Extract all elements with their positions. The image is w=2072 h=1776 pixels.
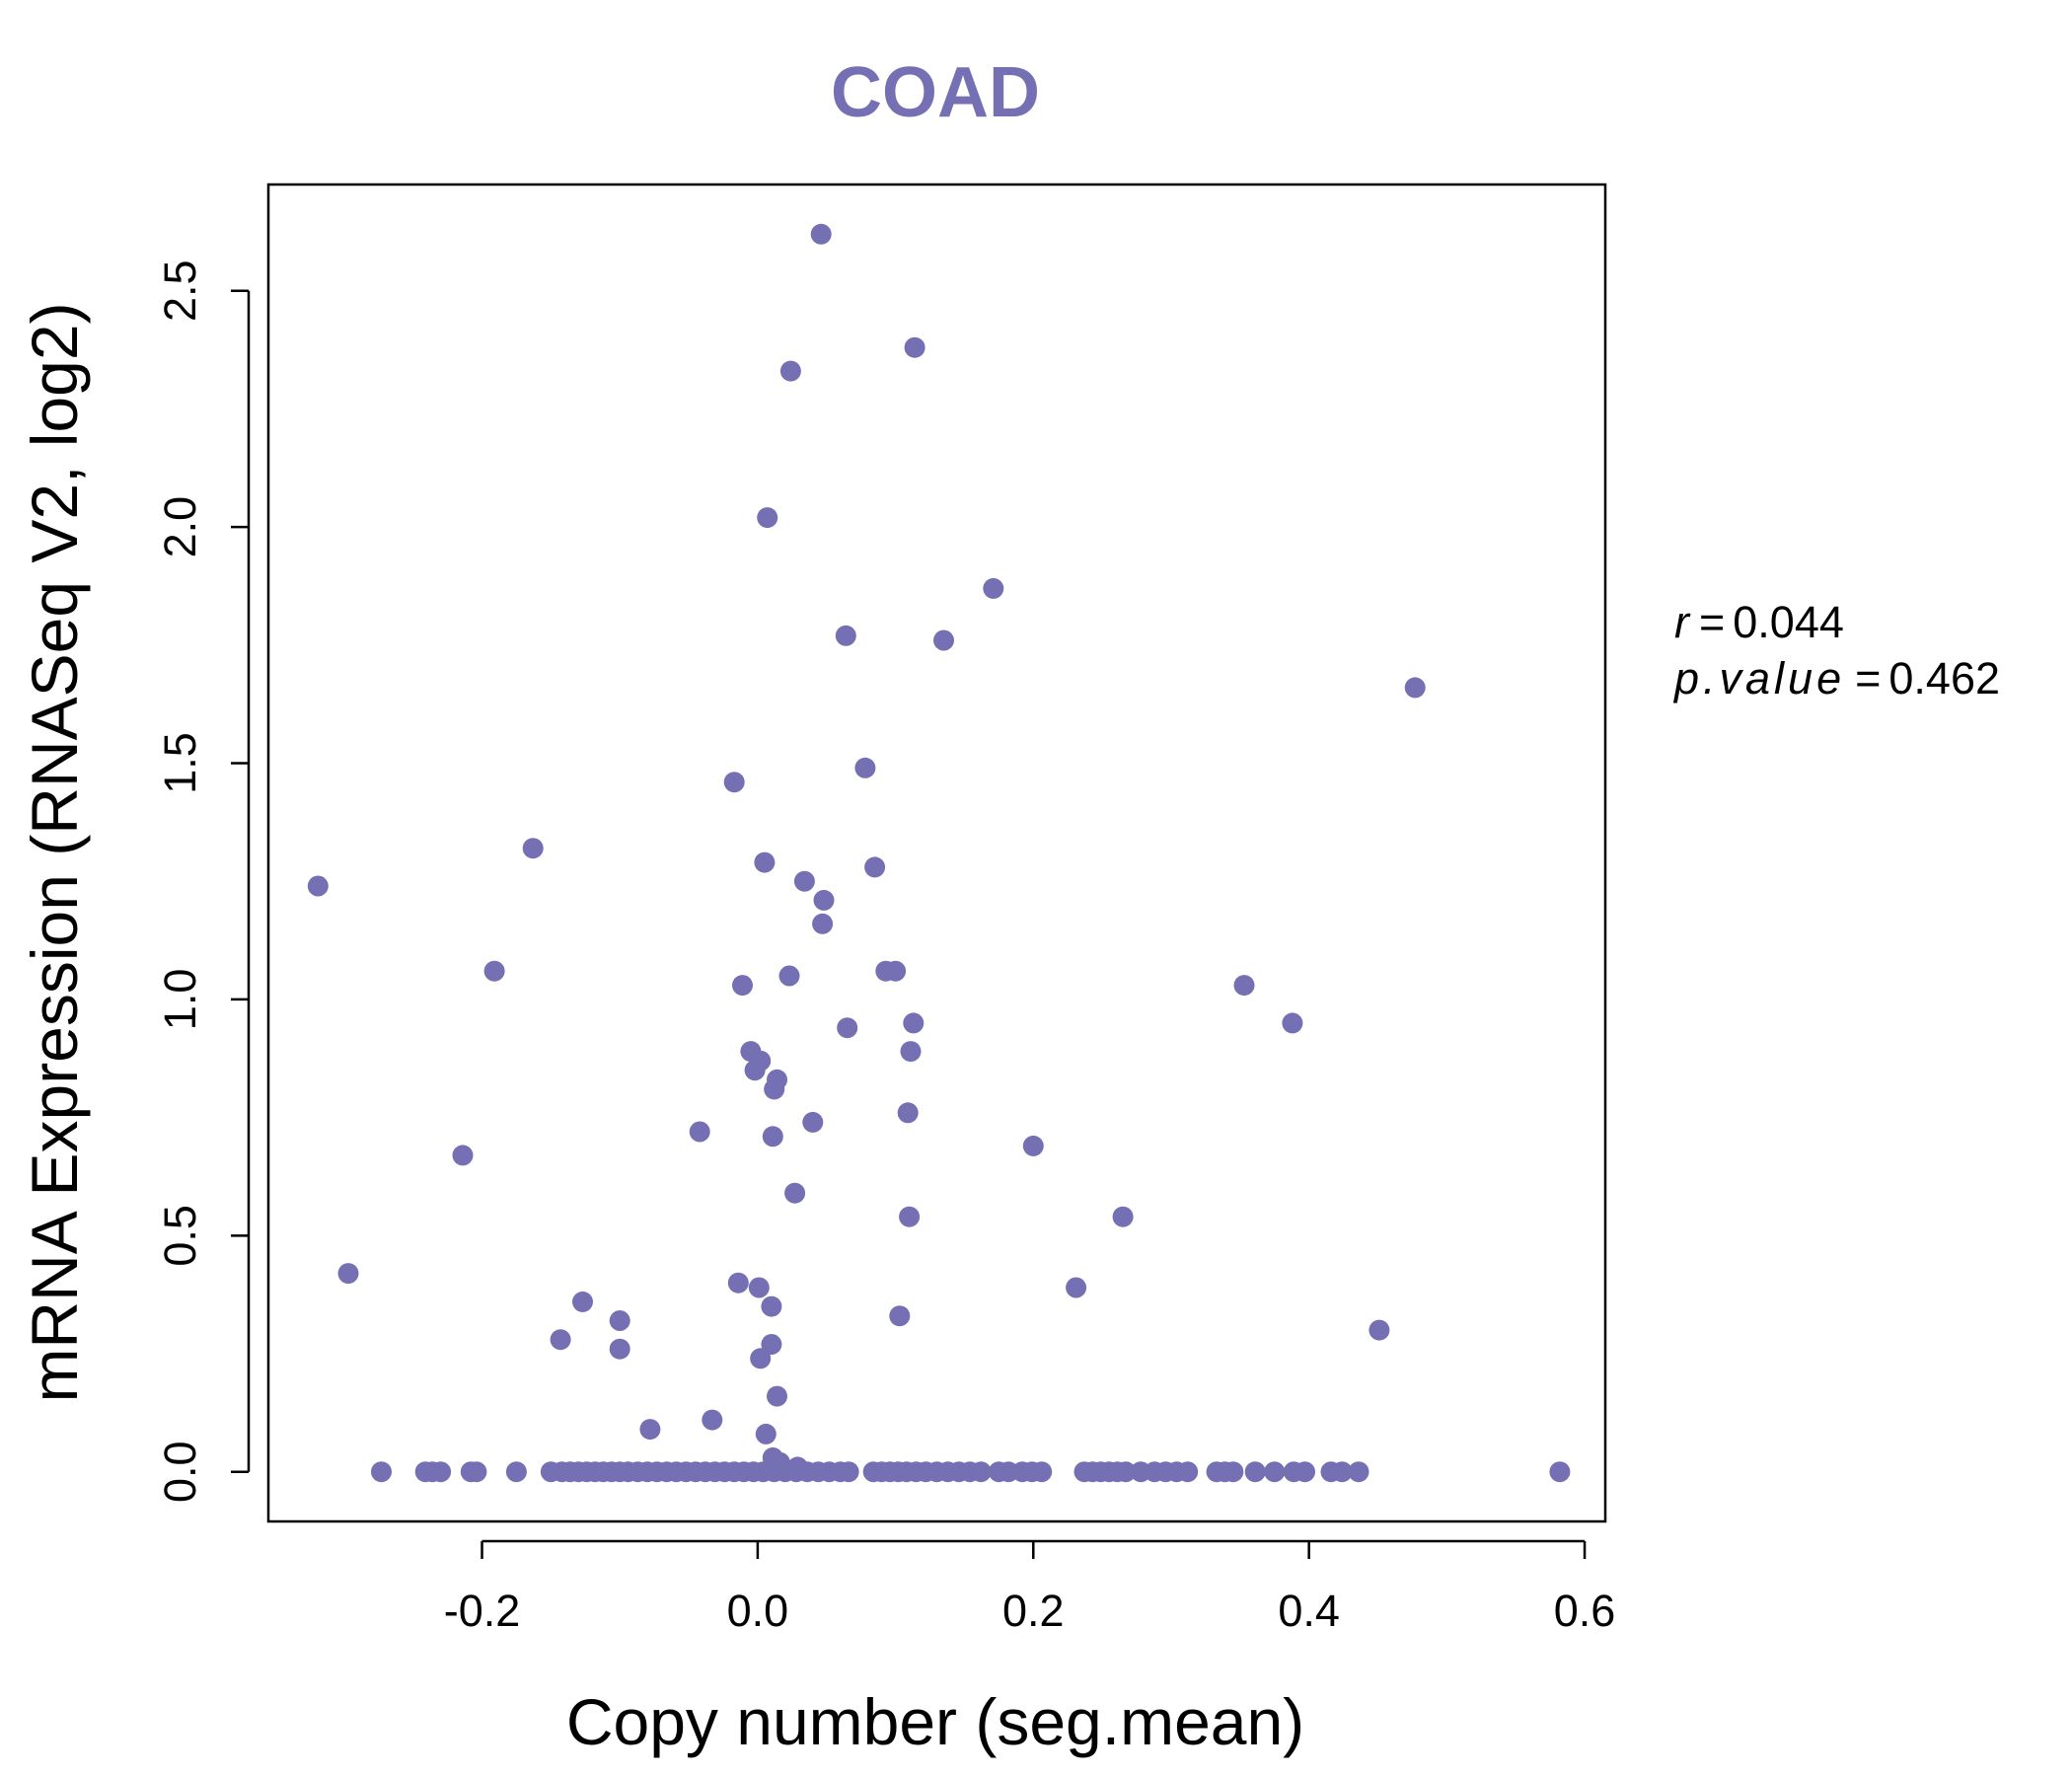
data-point <box>522 838 544 859</box>
data-point <box>757 507 778 529</box>
data-point <box>754 851 776 873</box>
data-point <box>337 1263 359 1285</box>
r-label: r <box>1674 597 1691 647</box>
data-point <box>1264 1461 1286 1483</box>
data-point <box>764 1078 785 1100</box>
data-point <box>550 1329 571 1351</box>
data-point <box>1295 1461 1315 1483</box>
data-point <box>1222 1461 1244 1483</box>
data-point <box>793 870 815 892</box>
data-point <box>864 856 886 878</box>
x-axis: -0.2 0.0 0.2 0.4 0.6 <box>444 1539 1616 1636</box>
data-point <box>813 889 835 911</box>
data-point <box>505 1461 527 1483</box>
y-tick-label: 1.5 <box>155 732 205 794</box>
data-point <box>900 1041 922 1063</box>
data-point <box>1549 1461 1571 1483</box>
r-statistic: r = 0.044 <box>1674 597 1844 647</box>
data-point <box>838 1461 859 1483</box>
data-point <box>466 1461 487 1483</box>
y-axis-label: mRNA Expression (RNASeq V2, log2) <box>18 302 91 1402</box>
data-point <box>761 1295 782 1317</box>
data-point <box>762 1126 783 1147</box>
x-tick-label: -0.2 <box>444 1586 521 1636</box>
data-point <box>1112 1206 1134 1227</box>
y-tick-label: 2.5 <box>155 259 205 322</box>
data-point <box>903 1012 925 1034</box>
data-point <box>1233 975 1255 997</box>
correlation-annotation: r = 0.044 p.value = 0.462 <box>1672 597 2000 703</box>
y-tick-label: 1.0 <box>155 969 205 1031</box>
r-value: 0.044 <box>1733 597 1844 647</box>
x-tick-label: 0.2 <box>1002 1586 1065 1636</box>
x-tick-label: 0.4 <box>1278 1586 1340 1636</box>
data-point <box>983 577 1004 599</box>
data-point <box>767 1385 787 1407</box>
data-point <box>784 1182 806 1204</box>
points-layer <box>307 223 1571 1483</box>
data-point <box>483 960 505 982</box>
data-point <box>899 1206 921 1227</box>
data-point <box>371 1461 392 1483</box>
chart-title: COAD <box>831 53 1040 132</box>
x-axis-label: Copy number (seg.mean) <box>566 1685 1304 1758</box>
data-point <box>778 965 800 987</box>
data-point <box>779 360 801 382</box>
y-tick-label: 0.5 <box>155 1205 205 1267</box>
data-point <box>970 1461 992 1483</box>
data-point <box>802 1111 824 1133</box>
data-point <box>744 1060 766 1081</box>
data-point <box>572 1291 593 1312</box>
data-point <box>1031 1461 1053 1483</box>
y-tick-label: 0.0 <box>155 1441 205 1503</box>
data-point <box>933 629 954 651</box>
data-point <box>755 1423 777 1444</box>
data-point <box>1404 677 1426 699</box>
data-point <box>307 875 329 897</box>
data-point <box>430 1461 452 1483</box>
data-point <box>885 960 907 982</box>
data-point <box>727 1272 749 1294</box>
data-point <box>1244 1461 1266 1483</box>
data-point <box>835 625 856 646</box>
data-point <box>689 1121 710 1143</box>
y-axis: 0.0 0.5 1.0 1.5 2.0 2.5 <box>155 259 251 1503</box>
data-point <box>810 223 832 245</box>
data-point <box>1282 1012 1303 1034</box>
data-point <box>889 1305 911 1327</box>
data-point <box>748 1277 770 1298</box>
p-value: 0.462 <box>1888 653 2000 703</box>
data-point <box>837 1017 858 1039</box>
data-point <box>1331 1461 1353 1483</box>
data-point <box>609 1310 630 1331</box>
data-point <box>1348 1461 1369 1483</box>
data-point <box>1115 1461 1137 1483</box>
data-point <box>639 1419 661 1441</box>
data-point <box>750 1348 772 1369</box>
data-point <box>812 913 834 934</box>
data-point <box>702 1409 723 1431</box>
data-point <box>1177 1461 1199 1483</box>
x-tick-label: 0.6 <box>1554 1586 1616 1636</box>
x-tick-label: 0.0 <box>727 1586 789 1636</box>
y-tick-label: 2.0 <box>155 496 205 558</box>
data-point <box>897 1102 919 1124</box>
data-point <box>904 336 925 358</box>
data-point <box>854 757 876 778</box>
data-point <box>732 975 753 997</box>
data-point <box>452 1145 474 1166</box>
data-point <box>1066 1277 1087 1298</box>
data-point <box>1022 1135 1044 1156</box>
plot-frame <box>266 183 1607 1523</box>
data-point <box>1369 1319 1390 1341</box>
p-statistic: p.value = 0.462 <box>1672 653 2000 703</box>
p-label: p.value <box>1672 653 1845 703</box>
data-point <box>723 772 745 793</box>
data-point <box>761 1334 782 1355</box>
data-point <box>609 1338 630 1360</box>
